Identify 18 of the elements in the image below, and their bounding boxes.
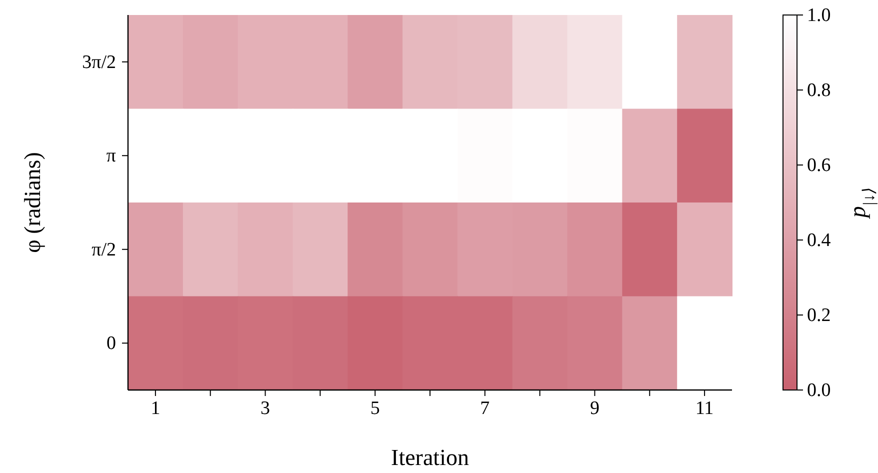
x-tick-label: 7	[480, 398, 490, 419]
x-tick-label: 5	[370, 398, 380, 419]
x-tick-label: 1	[150, 398, 160, 419]
x-tick-label: 9	[590, 398, 600, 419]
color-bar-label: 0.2	[807, 305, 831, 326]
color-bar-label: 0.6	[807, 155, 831, 176]
x-axis-title: Iteration	[391, 445, 470, 470]
color-bar-label: 0.4	[807, 230, 832, 251]
x-tick-label: 11	[695, 398, 714, 419]
y-tick-label: π	[106, 146, 116, 167]
color-bar-label: 0.0	[807, 380, 831, 401]
y-axis-title: φ (radians)	[20, 152, 45, 253]
color-bar-label: 0.8	[807, 80, 831, 101]
color-bar-label: 1.0	[807, 5, 831, 26]
x-tick-label: 3	[260, 398, 270, 419]
y-tick-label: 3π/2	[82, 52, 116, 73]
y-tick-label: 0	[106, 333, 116, 354]
y-tick-label: π/2	[92, 239, 116, 260]
